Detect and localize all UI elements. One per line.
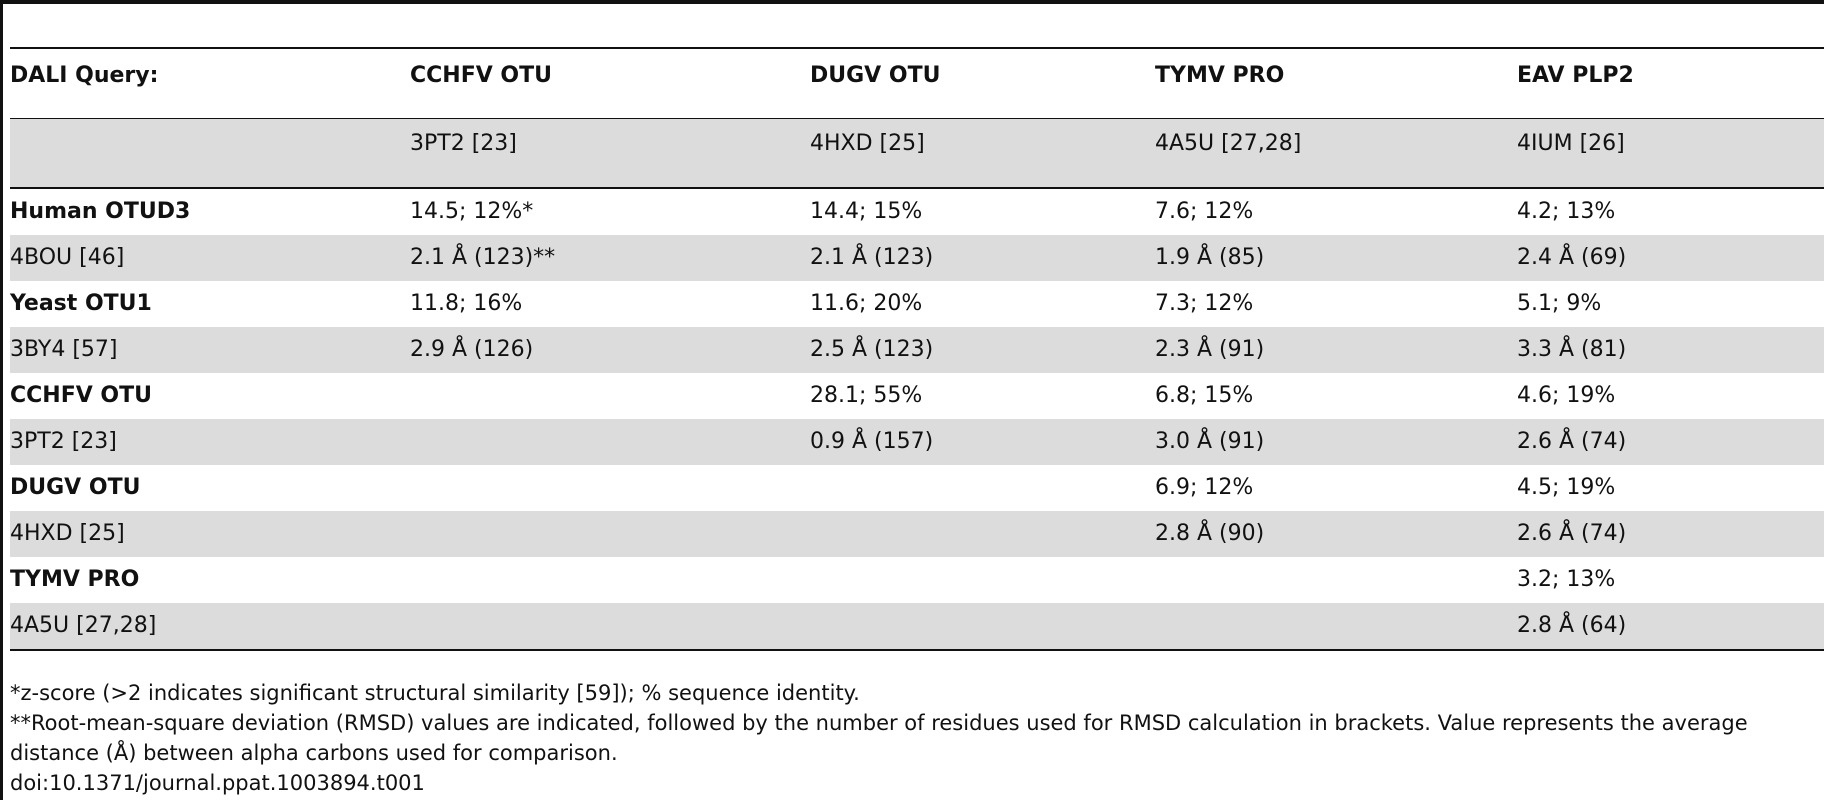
table-cell: 7.3; 12%	[1155, 291, 1254, 316]
footnote-doi: doi:10.1371/journal.ppat.1003894.t001	[10, 771, 425, 795]
column-header: TYMV PRO	[1155, 63, 1285, 88]
table-cell	[410, 511, 810, 557]
column-header: DUGV OTU	[810, 63, 941, 88]
column-header: CCHFV OTU	[410, 63, 552, 88]
dali-comparison-table: DALI Query: CCHFV OTU DUGV OTU TYMV PRO …	[10, 49, 1824, 651]
table-row: 3BY4 [57] 2.9 Å (126) 2.5 Å (123) 2.3 Å (91…	[10, 327, 1824, 373]
top-border-rule	[0, 0, 1824, 4]
row-label: 3BY4 [57]	[10, 337, 118, 362]
table-cell: 4.6; 19%	[1517, 383, 1616, 408]
table-cell	[410, 465, 810, 511]
table-cell	[1155, 557, 1517, 603]
table-cell: 5.1; 9%	[1517, 291, 1602, 316]
table-cell	[410, 603, 810, 650]
row-label: CCHFV OTU	[10, 383, 152, 408]
row-label: DUGV OTU	[10, 475, 141, 500]
row-label: Yeast OTU1	[10, 291, 152, 316]
table-cell: 1.9 Å (85)	[1155, 245, 1265, 270]
row-label: 4HXD [25]	[10, 521, 125, 546]
table-cell: 2.9 Å (126)	[410, 337, 534, 362]
table-cell: 2.6 Å (74)	[1517, 429, 1627, 454]
header-row: DALI Query: CCHFV OTU DUGV OTU TYMV PRO …	[10, 49, 1824, 118]
table-cell: 4.2; 13%	[1517, 199, 1616, 224]
row-label: 3PT2 [23]	[10, 429, 117, 454]
table-row: DUGV OTU 6.9; 12% 4.5; 19%	[10, 465, 1824, 511]
table-cell: 2.6 Å (74)	[1517, 521, 1627, 546]
table-cell: 2.1 Å (123)**	[410, 245, 556, 270]
table-cell: 11.8; 16%	[410, 291, 523, 316]
table-body: Human OTUD3 14.5; 12%* 14.4; 15% 7.6; 12% 4.…	[10, 188, 1824, 650]
pdb-id-cell: 4IUM [26]	[1517, 130, 1625, 156]
table-footnotes: *z-score (>2 indicates significant struc…	[10, 678, 1824, 798]
table-cell: 14.5; 12%*	[410, 199, 534, 224]
table-row: Yeast OTU1 11.8; 16% 11.6; 20% 7.3; 12% 5.1;…	[10, 281, 1824, 327]
table-row: 4HXD [25] 2.8 Å (90) 2.6 Å (74)	[10, 511, 1824, 557]
row-label: Human OTUD3	[10, 199, 191, 224]
table-cell: 4.5; 19%	[1517, 475, 1616, 500]
table-cell	[1155, 603, 1517, 650]
table-cell: 2.8 Å (64)	[1517, 613, 1627, 638]
query-label: DALI Query:	[10, 63, 159, 88]
row-label: TYMV PRO	[10, 567, 140, 592]
table-cell: 6.9; 12%	[1155, 475, 1254, 500]
table-top-rule	[10, 47, 1824, 49]
table-cell	[410, 373, 810, 419]
pdb-id-cell: 4A5U [27,28]	[1155, 130, 1302, 156]
table-cell: 2.4 Å (69)	[1517, 245, 1627, 270]
table-cell: 0.9 Å (157)	[810, 429, 934, 454]
table-row: TYMV PRO 3.2; 13%	[10, 557, 1824, 603]
table-row: 3PT2 [23] 0.9 Å (157) 3.0 Å (91) 2.6 Å (74)	[10, 419, 1824, 465]
table-row: 4BOU [46] 2.1 Å (123)** 2.1 Å (123) 1.9 Å (…	[10, 235, 1824, 281]
table-cell: 2.5 Å (123)	[810, 337, 934, 362]
left-border-rule	[0, 0, 3, 800]
table-cell	[810, 603, 1155, 650]
table-cell: 28.1; 55%	[810, 383, 923, 408]
column-header: EAV PLP2	[1517, 63, 1634, 88]
table-cell	[810, 511, 1155, 557]
table-cell	[410, 419, 810, 465]
row-label: 4BOU [46]	[10, 245, 125, 270]
pdb-id-empty-cell	[10, 118, 410, 188]
table-cell: 2.8 Å (90)	[1155, 521, 1265, 546]
footnote-zscore: *z-score (>2 indicates significant struc…	[10, 681, 860, 705]
row-label: 4A5U [27,28]	[10, 613, 157, 638]
footnote-rmsd: **Root-mean-square deviation (RMSD) valu…	[10, 711, 1748, 765]
table-cell	[810, 557, 1155, 603]
table-cell: 3.3 Å (81)	[1517, 337, 1627, 362]
table-row: CCHFV OTU 28.1; 55% 6.8; 15% 4.6; 19%	[10, 373, 1824, 419]
table-cell: 11.6; 20%	[810, 291, 923, 316]
table-cell: 6.8; 15%	[1155, 383, 1254, 408]
table-cell	[410, 557, 810, 603]
table-cell: 7.6; 12%	[1155, 199, 1254, 224]
table-cell: 3.2; 13%	[1517, 567, 1616, 592]
pdb-id-cell: 3PT2 [23]	[410, 130, 517, 156]
table-cell: 14.4; 15%	[810, 199, 923, 224]
table-cell: 2.3 Å (91)	[1155, 337, 1265, 362]
pdb-id-row: 3PT2 [23] 4HXD [25] 4A5U [27,28] 4IUM [2…	[10, 118, 1824, 188]
table-row: Human OTUD3 14.5; 12%* 14.4; 15% 7.6; 12% 4.…	[10, 188, 1824, 235]
table-cell: 2.1 Å (123)	[810, 245, 934, 270]
table-cell	[810, 465, 1155, 511]
table-row: 4A5U [27,28] 2.8 Å (64)	[10, 603, 1824, 650]
pdb-id-cell: 4HXD [25]	[810, 130, 925, 156]
table-cell: 3.0 Å (91)	[1155, 429, 1265, 454]
